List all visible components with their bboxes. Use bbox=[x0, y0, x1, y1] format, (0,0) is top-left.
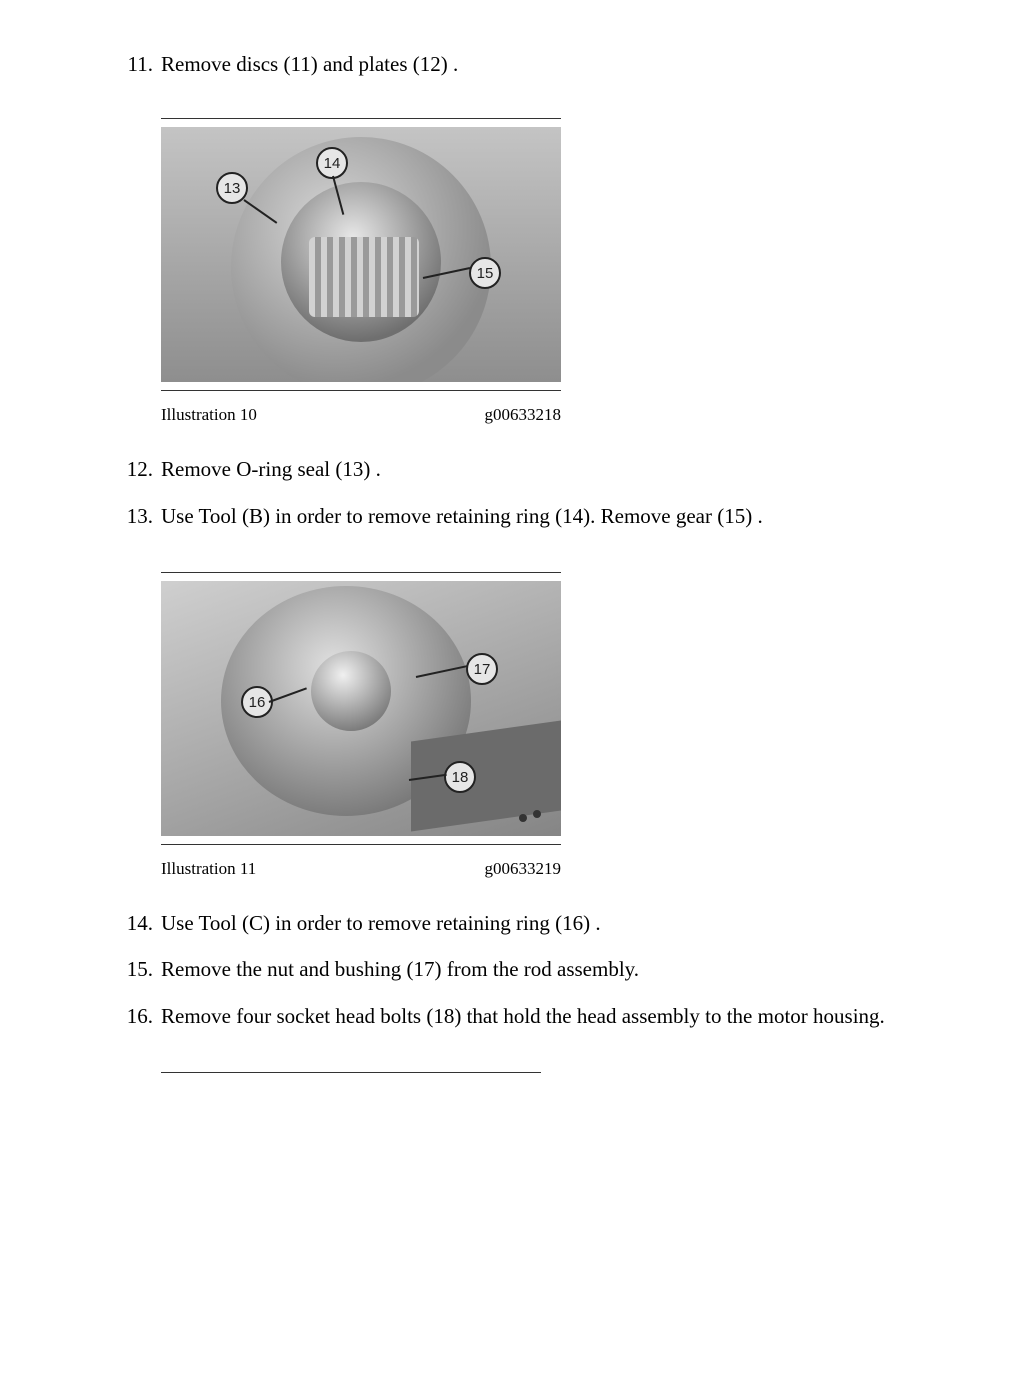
callout-18: 18 bbox=[444, 761, 476, 793]
figure-10-caption: Illustration 10 g00633218 bbox=[161, 405, 561, 425]
figure-rule-bottom bbox=[161, 844, 561, 845]
step-text: Remove O-ring seal (13) . bbox=[161, 455, 934, 483]
step-number: 11. bbox=[115, 50, 161, 78]
step-number: 12. bbox=[115, 455, 161, 483]
figure-10-image: 13 14 15 bbox=[161, 127, 561, 382]
step-number: 13. bbox=[115, 502, 161, 530]
illustration-label: Illustration 11 bbox=[161, 859, 256, 879]
illustration-code: g00633219 bbox=[485, 859, 562, 879]
step-number: 14. bbox=[115, 909, 161, 937]
shaft-nut bbox=[311, 651, 391, 731]
dot-icon bbox=[519, 814, 527, 822]
step-text: Remove discs (11) and plates (12) . bbox=[161, 50, 934, 78]
step-text: Use Tool (C) in order to remove retainin… bbox=[161, 909, 934, 937]
step-12: 12. Remove O-ring seal (13) . bbox=[115, 455, 934, 483]
figure-rule-top bbox=[161, 572, 561, 573]
figure-11-image: 16 17 18 bbox=[161, 581, 561, 836]
step-text: Remove the nut and bushing (17) from the… bbox=[161, 955, 934, 983]
dot-icon bbox=[533, 810, 541, 818]
figure-next-partial bbox=[161, 1072, 541, 1073]
illustration-label: Illustration 10 bbox=[161, 405, 257, 425]
step-14: 14. Use Tool (C) in order to remove reta… bbox=[115, 909, 934, 937]
figure-11: 16 17 18 Illustration 11 g00633219 bbox=[161, 572, 561, 879]
figure-rule-top bbox=[161, 1072, 541, 1073]
figure-rule-top bbox=[161, 118, 561, 119]
step-number: 15. bbox=[115, 955, 161, 983]
figure-10: 13 14 15 Illustration 10 g00633218 bbox=[161, 118, 561, 425]
callout-17: 17 bbox=[466, 653, 498, 685]
step-number: 16. bbox=[115, 1002, 161, 1030]
figure-11-caption: Illustration 11 g00633219 bbox=[161, 859, 561, 879]
figure-rule-bottom bbox=[161, 390, 561, 391]
step-11: 11. Remove discs (11) and plates (12) . bbox=[115, 50, 934, 78]
step-16: 16. Remove four socket head bolts (18) t… bbox=[115, 1002, 934, 1030]
step-text: Remove four socket head bolts (18) that … bbox=[161, 1002, 934, 1030]
step-15: 15. Remove the nut and bushing (17) from… bbox=[115, 955, 934, 983]
gear-teeth bbox=[309, 237, 419, 317]
step-text: Use Tool (B) in order to remove retainin… bbox=[161, 502, 934, 530]
illustration-code: g00633218 bbox=[485, 405, 562, 425]
step-13: 13. Use Tool (B) in order to remove reta… bbox=[115, 502, 934, 530]
